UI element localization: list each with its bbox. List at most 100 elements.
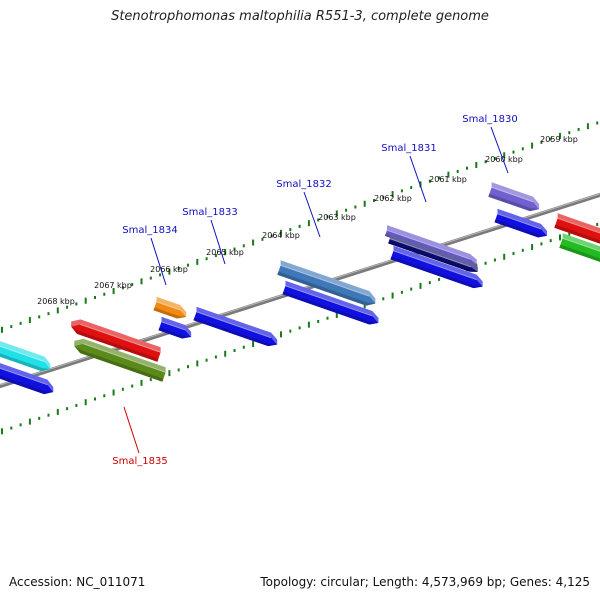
feature-f-blue-1834[interactable] [158, 316, 192, 339]
accession-text: Accession: NC_011071 [9, 575, 146, 589]
major-tick [112, 389, 115, 396]
kbp-tick-label: 2062 kbp [374, 194, 412, 203]
minor-tick [187, 263, 189, 267]
minor-tick [19, 321, 22, 325]
gene-label[interactable]: Smal_1835 [112, 456, 167, 467]
major-tick [363, 302, 366, 309]
major-tick [335, 210, 338, 217]
feature-f-red-right[interactable] [554, 213, 600, 245]
gene-label[interactable]: Smal_1832 [276, 179, 331, 190]
feature-f-olive-1835[interactable] [74, 338, 166, 382]
minor-tick [19, 423, 22, 427]
minor-tick [428, 179, 431, 183]
major-tick [1, 326, 3, 333]
major-tick [196, 360, 199, 367]
major-tick [531, 142, 534, 149]
major-tick [224, 350, 227, 357]
major-tick [531, 244, 534, 251]
kbp-tick-label: 2065 kbp [206, 248, 244, 257]
minor-tick [187, 365, 189, 369]
gene-leader-line [210, 219, 226, 265]
minor-tick [326, 215, 329, 219]
major-tick [447, 171, 450, 178]
gene-leader-line [409, 155, 427, 203]
feature-f-navy-1831[interactable] [388, 233, 478, 272]
minor-tick [521, 147, 524, 151]
minor-tick [233, 349, 236, 353]
feature-f-orange[interactable] [153, 296, 187, 319]
major-tick [56, 408, 59, 415]
minor-tick [540, 242, 543, 246]
tick-track-layer [1, 121, 599, 435]
label-layer: 2059 kbp 2060 kbp 2061 kbp 2062 kbp 2063 kbp… [37, 114, 578, 467]
kbp-tick-label: 2066 kbp [150, 265, 188, 274]
minor-tick [410, 186, 413, 190]
minor-tick [456, 169, 459, 173]
minor-tick [568, 131, 571, 135]
major-tick [252, 239, 255, 246]
gene-label[interactable]: Smal_1834 [122, 225, 177, 236]
major-tick [559, 234, 561, 241]
gene-label[interactable]: Smal_1833 [182, 207, 237, 218]
minor-tick [131, 283, 134, 287]
major-tick [84, 297, 87, 304]
kbp-tick-label: 2059 kbp [540, 135, 578, 144]
feature-f-steel[interactable] [277, 260, 376, 306]
minor-tick [596, 121, 599, 125]
minor-tick [177, 368, 180, 372]
minor-tick [75, 302, 78, 306]
minor-tick [261, 237, 264, 241]
minor-tick [47, 312, 50, 316]
minor-tick [38, 416, 41, 420]
minor-tick [540, 140, 543, 144]
minor-tick [10, 325, 13, 329]
minor-tick [512, 252, 515, 256]
feature-f-cyan[interactable] [0, 338, 51, 372]
major-tick [335, 311, 338, 318]
gene-label[interactable]: Smal_1830 [462, 114, 517, 125]
feature-f-green-right[interactable] [559, 233, 600, 265]
minor-tick [577, 127, 580, 131]
major-tick [419, 181, 422, 188]
minor-tick [373, 199, 375, 203]
major-tick [503, 152, 506, 159]
major-tick [280, 331, 282, 338]
feature-f-blue-1833[interactable] [193, 306, 278, 347]
major-tick [56, 307, 59, 314]
minor-tick [159, 273, 162, 277]
feature-f-purple-1830[interactable] [488, 182, 540, 212]
feature-f-blue-1831[interactable] [390, 245, 483, 289]
kbp-tick-label: 2064 kbp [262, 231, 300, 240]
minor-tick [298, 326, 301, 330]
gene-label[interactable]: Smal_1831 [381, 143, 436, 154]
minor-tick [94, 295, 96, 299]
gene-leader-line [150, 237, 167, 286]
major-tick [586, 123, 589, 130]
minor-tick [149, 276, 152, 280]
kbp-tick-label: 2067 kbp [94, 281, 132, 290]
minor-tick [214, 355, 217, 359]
minor-tick [214, 253, 217, 257]
feature-f-blue-left[interactable] [0, 360, 54, 395]
minor-tick [289, 228, 292, 232]
minor-tick [75, 403, 78, 407]
minor-tick [521, 248, 524, 252]
major-tick [196, 258, 199, 265]
minor-tick [438, 277, 441, 281]
minor-tick [233, 247, 236, 251]
major-tick [168, 268, 171, 275]
minor-tick [512, 150, 515, 154]
kbp-tick-label: 2068 kbp [37, 297, 75, 306]
gene-leader-line [490, 126, 509, 174]
major-tick [1, 428, 3, 435]
major-tick [140, 379, 143, 386]
feature-f-blue-1832[interactable] [282, 280, 379, 325]
minor-tick [242, 244, 245, 248]
minor-tick [568, 232, 571, 236]
major-tick [140, 278, 143, 285]
major-tick [307, 321, 310, 328]
feature-f-red-1835[interactable] [71, 319, 161, 362]
minor-tick [382, 195, 385, 199]
feature-f-blue-1830[interactable] [494, 208, 548, 238]
minor-tick [298, 224, 301, 228]
